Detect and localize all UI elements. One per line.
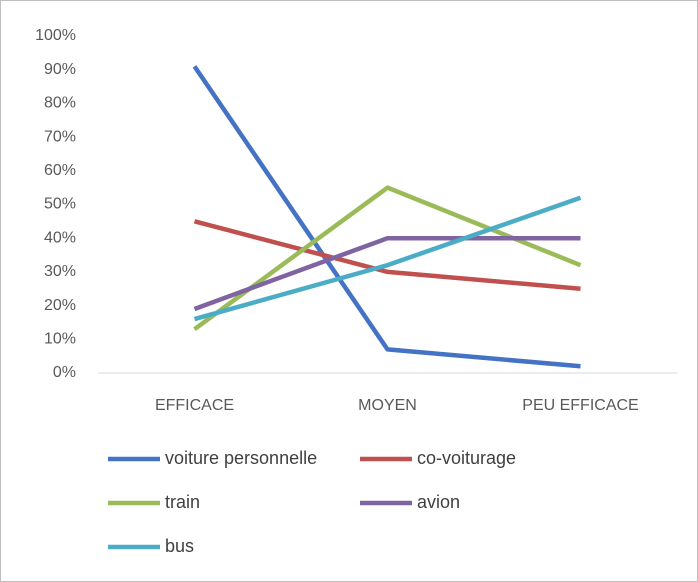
legend-label: train bbox=[165, 492, 200, 512]
series-line bbox=[193, 195, 582, 322]
y-tick-label: 40% bbox=[44, 229, 76, 246]
legend-label: voiture personnelle bbox=[165, 448, 317, 468]
x-tick-label: MOYEN bbox=[358, 397, 417, 414]
series-line bbox=[192, 65, 581, 369]
series-line bbox=[193, 235, 581, 312]
y-tick-label: 60% bbox=[44, 162, 76, 179]
y-tick-label: 90% bbox=[44, 61, 76, 78]
series-line bbox=[193, 219, 581, 291]
y-tick-label: 30% bbox=[44, 263, 76, 280]
legend-label: co-voiturage bbox=[417, 448, 516, 468]
y-tick-label: 0% bbox=[53, 364, 76, 381]
x-tick-label: EFFICACE bbox=[155, 397, 234, 414]
y-tick-label: 20% bbox=[44, 297, 76, 314]
y-tick-label: 100% bbox=[35, 27, 76, 44]
y-tick-label: 50% bbox=[44, 196, 76, 213]
legend-label: avion bbox=[417, 492, 460, 512]
x-tick-label: PEU EFFICACE bbox=[522, 397, 638, 414]
y-tick-label: 10% bbox=[44, 331, 76, 348]
y-tick-label: 80% bbox=[44, 95, 76, 112]
legend-label: bus bbox=[165, 536, 194, 556]
y-tick-label: 70% bbox=[44, 128, 76, 145]
